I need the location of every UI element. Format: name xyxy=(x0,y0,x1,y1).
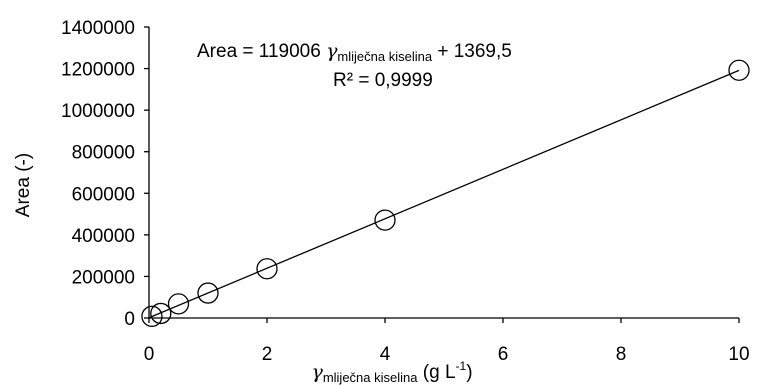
linear-trendline xyxy=(148,69,740,319)
data-point xyxy=(197,282,219,304)
plot-area: 0 200000 400000 600000 800000 1000000 1200000 1… xyxy=(61,18,750,365)
trendline-equation: Area = 119006 γmliječna kiselina + 1369,… xyxy=(197,40,512,64)
equation-symbol: γ xyxy=(326,40,338,62)
y-tick-label: 800000 xyxy=(72,143,135,164)
x-title-unit-superscript: -1 xyxy=(456,359,467,373)
data-point xyxy=(728,59,750,81)
data-point xyxy=(150,302,172,325)
r-squared-value: R² = 0,9999 xyxy=(333,70,433,91)
equation-subscript: mliječna kiselina xyxy=(337,49,432,64)
x-tick-label: 4 xyxy=(380,344,391,365)
y-axis-ticks: 0 200000 400000 600000 800000 1000000 1200000 1… xyxy=(61,18,149,330)
y-tick-label: 1200000 xyxy=(61,60,135,81)
y-axis-title: Area (-) xyxy=(13,153,34,217)
x-title-unit: (g L xyxy=(423,362,456,383)
y-tick-label: 0 xyxy=(124,309,135,330)
x-tick-label: 6 xyxy=(498,344,509,365)
data-point xyxy=(256,258,278,280)
equation-suffix: + 1369,5 xyxy=(432,41,512,62)
data-points xyxy=(141,59,750,327)
x-tick-label: 2 xyxy=(262,344,273,365)
x-title-subscript: mliječna kiselina xyxy=(323,370,418,385)
x-title-symbol: γ xyxy=(311,361,323,383)
y-tick-label: 1400000 xyxy=(61,18,135,39)
x-tick-label: 8 xyxy=(616,344,627,365)
data-point xyxy=(167,293,190,315)
y-tick-label: 1000000 xyxy=(61,101,135,122)
y-tick-label: 200000 xyxy=(72,267,135,288)
data-point xyxy=(374,209,396,231)
equation-prefix: Area = 119006 xyxy=(197,41,326,62)
data-point xyxy=(141,305,163,327)
y-tick-label: 600000 xyxy=(72,184,135,205)
x-tick-label: 0 xyxy=(144,344,155,365)
x-tick-label: 10 xyxy=(728,344,749,365)
x-title-unit-suffix: ) xyxy=(466,362,472,383)
y-tick-label: 400000 xyxy=(72,226,135,247)
x-axis-ticks: 0 2 4 6 8 10 xyxy=(144,318,750,365)
x-axis-title: γmliječna kiselina (g L-1) xyxy=(311,359,472,385)
